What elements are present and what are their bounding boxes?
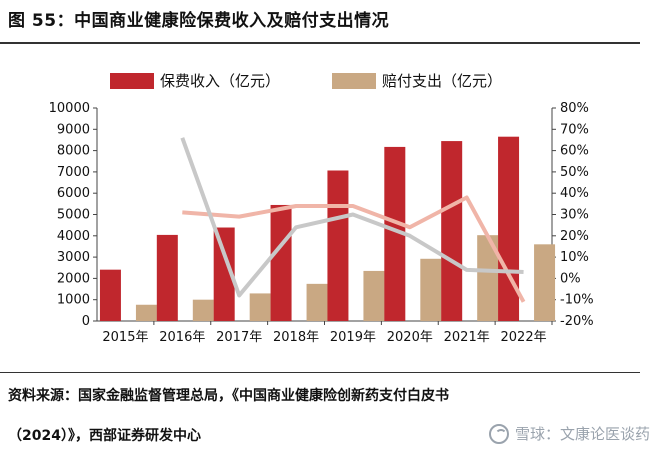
right-tick-label: 40% <box>560 186 589 201</box>
legend-label-premium: 保费收入（亿元） <box>160 72 281 90</box>
legend-swatch-payout <box>332 72 376 89</box>
bottom-rule <box>0 372 640 373</box>
line-premium-growth <box>182 195 526 303</box>
bar-payout <box>534 244 556 321</box>
bar-payout <box>477 235 499 321</box>
combo-chart: 0 1000 2000 3000 4000 5000 6000 7000 8000 9000 100… <box>49 101 594 345</box>
bar-payout <box>363 270 385 321</box>
right-tick-label: 60% <box>560 144 589 159</box>
left-tick-label: 4000 <box>57 229 90 244</box>
line-payout-growth <box>180 137 524 298</box>
bar-premium <box>213 227 235 321</box>
bar-premium <box>327 170 349 321</box>
left-tick-label: 2000 <box>57 271 90 286</box>
bar-payout <box>306 283 328 321</box>
bar-payout <box>249 293 271 321</box>
x-tick-label: 2020年 <box>387 330 433 345</box>
x-tick-label: 2018年 <box>273 330 319 345</box>
bar-payout <box>135 304 157 321</box>
legend-label-payout: 赔付支出（亿元） <box>382 72 503 90</box>
right-tick-label: 50% <box>560 165 589 180</box>
x-tick-label: 2017年 <box>216 330 262 345</box>
bar-premium <box>156 234 178 321</box>
right-tick-label: 10% <box>560 250 589 265</box>
figure-title: 图 55：中国商业健康险保费收入及赔付支出情况 <box>8 11 390 31</box>
legend-swatch-premium <box>110 72 154 89</box>
right-tick-label: 20% <box>560 229 589 244</box>
left-tick-label: 8000 <box>57 144 90 159</box>
x-tick-label: 2015年 <box>102 330 148 345</box>
right-tick-label: 80% <box>560 101 589 116</box>
top-rule <box>0 42 640 44</box>
x-tick-label: 2022年 <box>501 330 547 345</box>
snowball-icon <box>488 423 509 444</box>
left-tick-label: 6000 <box>57 186 90 201</box>
legend-item-premium: 保费收入（亿元） <box>110 70 280 91</box>
left-tick-label: 3000 <box>57 250 90 265</box>
right-tick-label: -20% <box>560 314 594 329</box>
bar-premium <box>384 146 406 321</box>
bar-premium <box>270 204 292 321</box>
left-tick-label: 1000 <box>57 293 90 308</box>
source-line-1: 资料来源：国家金融监督管理总局，《中国商业健康险创新药支付白皮书 <box>8 388 449 404</box>
source-line-2: （2024）》，西部证券研发中心 <box>8 428 201 444</box>
chart-legend: 保费收入（亿元） 赔付支出（亿元） <box>0 0 666 90</box>
bar-premium <box>441 141 463 321</box>
legend-item-payout: 赔付支出（亿元） <box>332 70 502 91</box>
right-tick-label: -10% <box>560 293 594 308</box>
right-tick-label: 70% <box>560 122 589 137</box>
right-tick-label: 30% <box>560 208 589 223</box>
bar-payout <box>420 258 442 321</box>
bar-premium <box>99 269 121 321</box>
watermark-text: 雪球：文康论医谈药 <box>514 425 650 443</box>
bar-payout <box>192 299 214 321</box>
left-tick-label: 9000 <box>57 122 90 137</box>
left-tick-label: 10000 <box>49 101 90 116</box>
x-tick-label: 2016年 <box>159 330 205 345</box>
left-tick-label: 5000 <box>57 208 90 223</box>
right-tick-label: 0% <box>560 271 581 286</box>
watermark: 雪球：文康论医谈药 <box>488 423 650 444</box>
left-tick-label: 7000 <box>57 165 90 180</box>
x-tick-label: 2021年 <box>444 330 490 345</box>
left-tick-label: 0 <box>82 314 90 329</box>
x-tick-label: 2019年 <box>330 330 376 345</box>
bar-premium <box>498 136 520 321</box>
